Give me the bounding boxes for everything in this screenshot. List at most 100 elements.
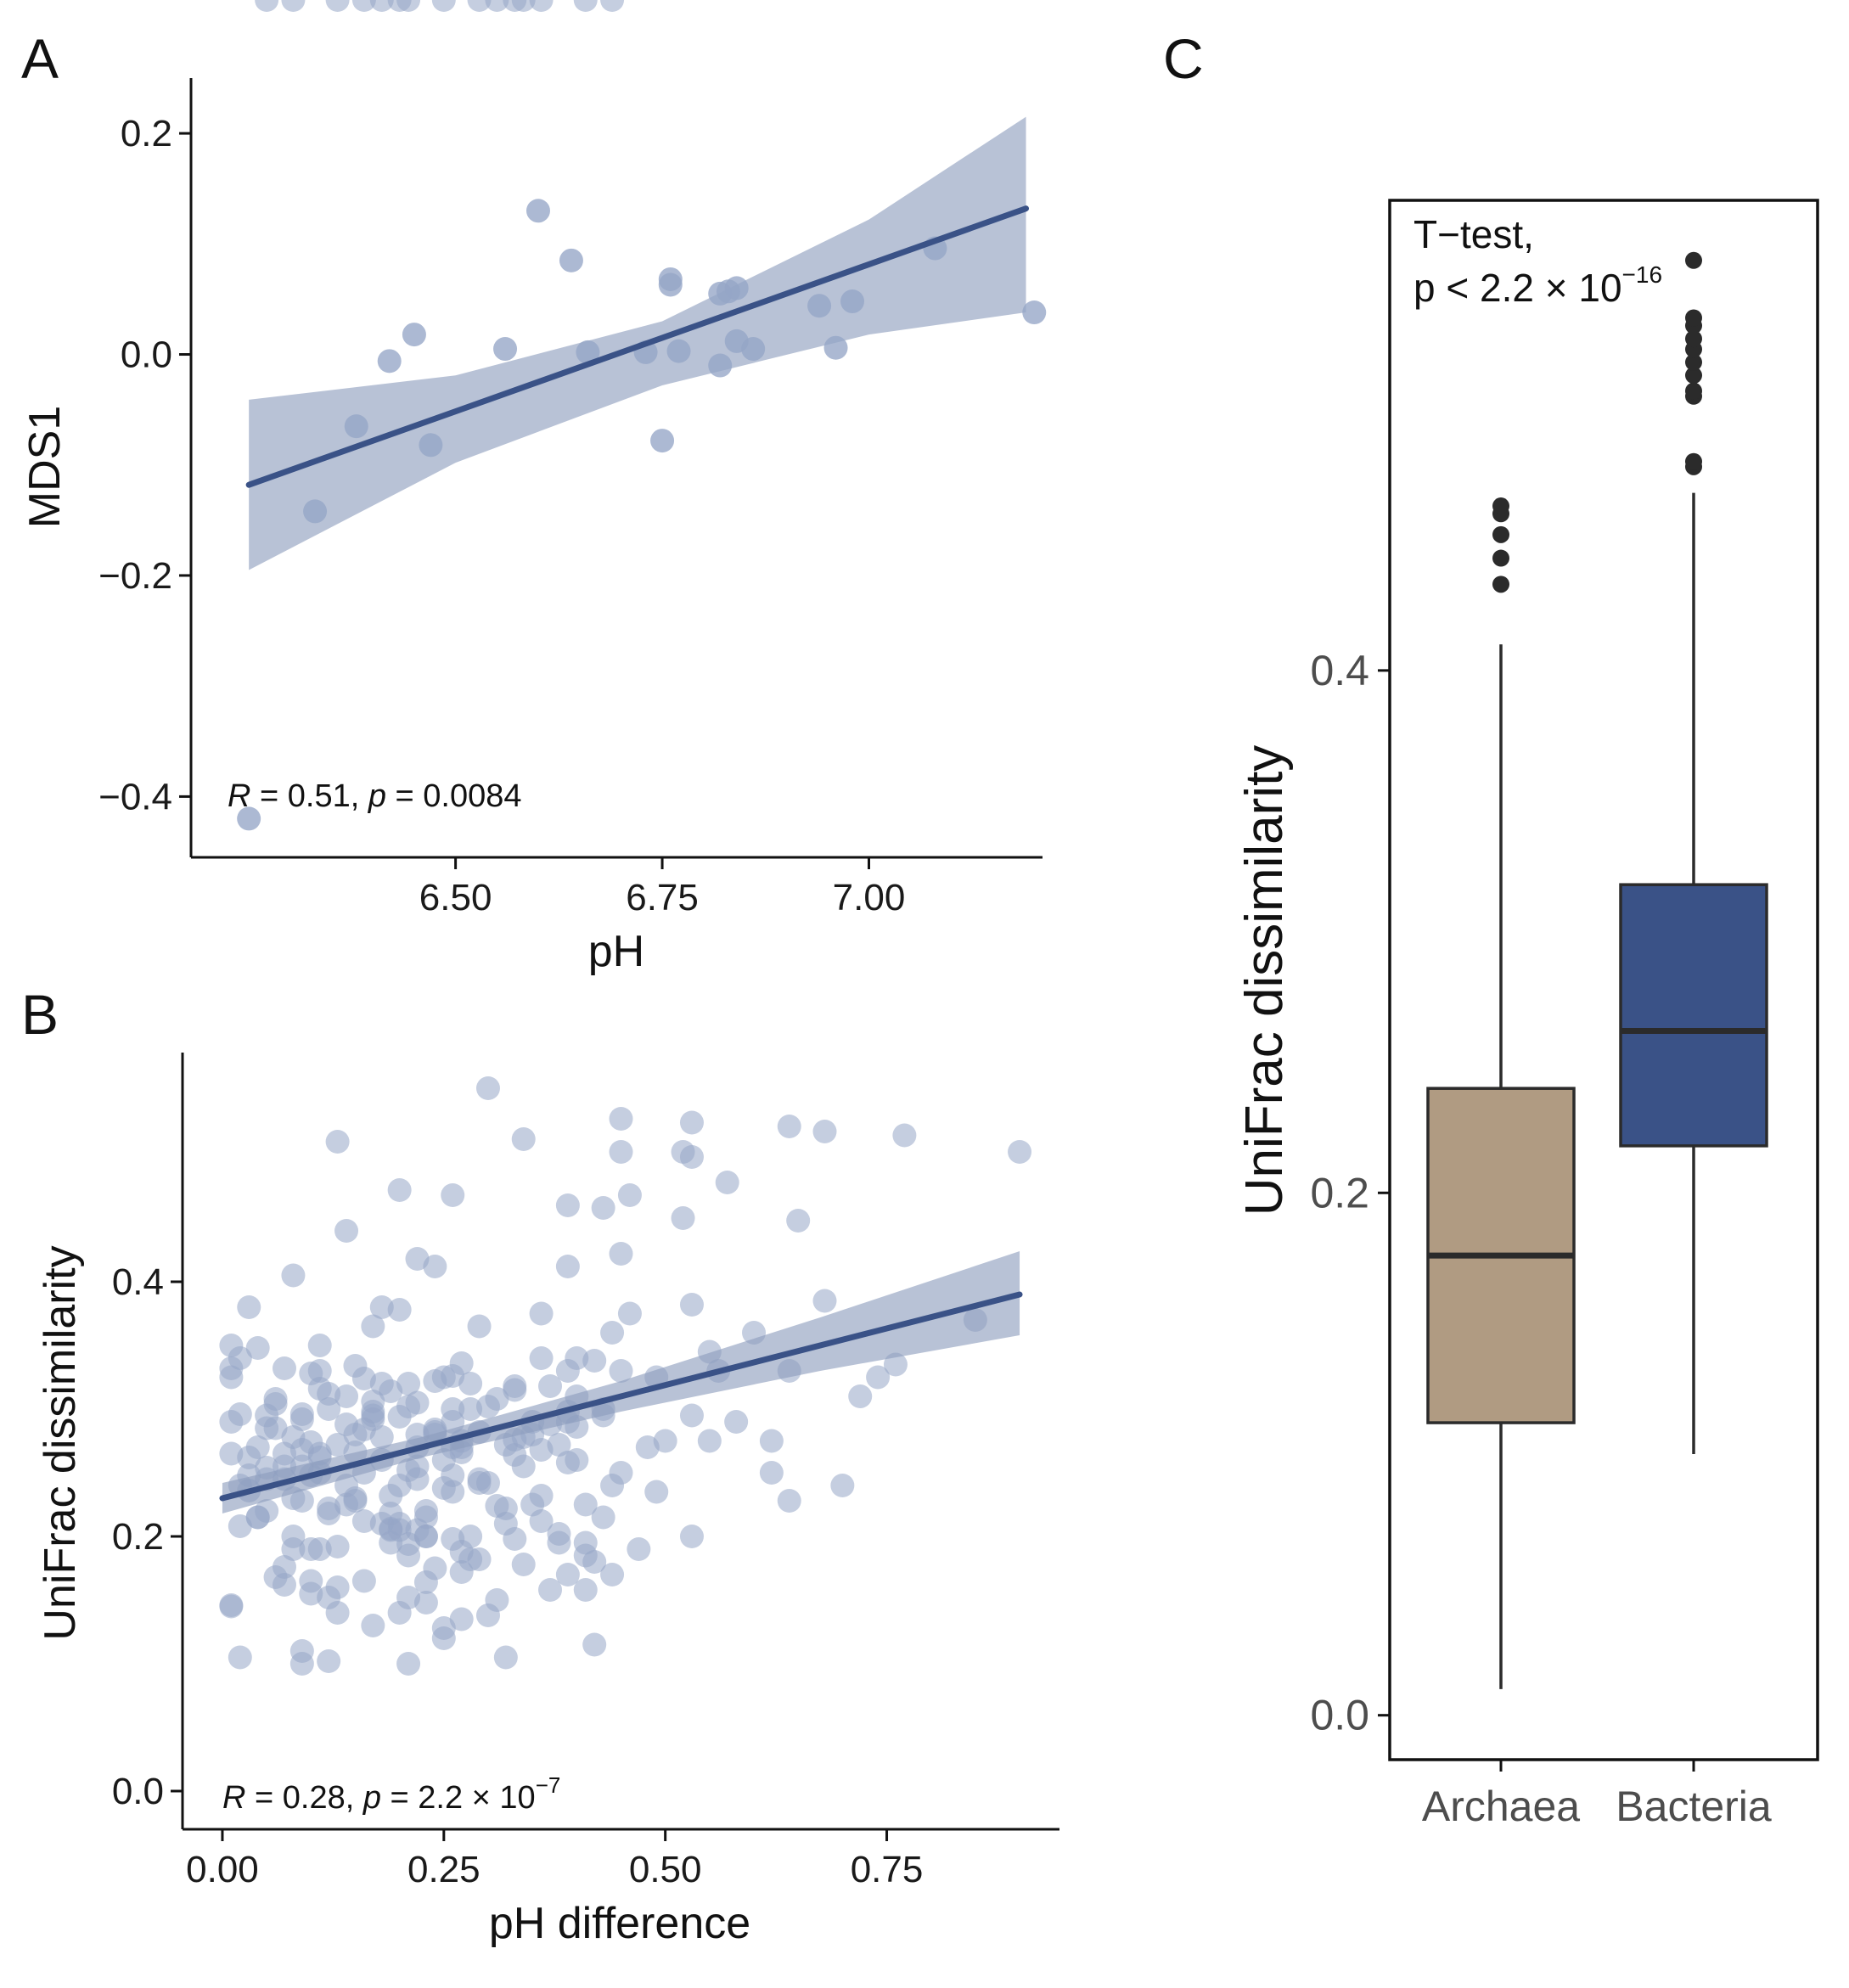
b-axes bbox=[181, 1053, 1059, 1831]
b-point bbox=[245, 1505, 270, 1530]
b-point bbox=[396, 1532, 421, 1556]
b-point bbox=[759, 1461, 784, 1485]
b-point bbox=[573, 1530, 598, 1555]
b-point bbox=[255, 0, 279, 12]
b-point bbox=[334, 1219, 359, 1243]
b-stats-annotation: R = 0.28, p = 2.2 × 10−7 bbox=[222, 1772, 560, 1816]
b-point bbox=[351, 0, 376, 12]
b-point bbox=[431, 1626, 456, 1650]
a-x-tick-label: 6.50 bbox=[419, 877, 492, 918]
b-point bbox=[475, 1603, 500, 1627]
a-point bbox=[807, 294, 832, 318]
b-point bbox=[644, 1480, 669, 1504]
b-point bbox=[396, 1458, 421, 1482]
b-point bbox=[299, 1537, 323, 1561]
b-point bbox=[458, 1372, 483, 1396]
c-y-axis-title: UniFrac dissimilarity bbox=[1235, 745, 1294, 1216]
a-point bbox=[377, 349, 402, 373]
a-point bbox=[1022, 300, 1047, 325]
c-x-tick-label-archaea: Archaea bbox=[1422, 1783, 1580, 1830]
b-point bbox=[413, 1499, 438, 1523]
a-y-tick-label: 0.2 bbox=[121, 113, 172, 154]
b-point bbox=[582, 1349, 607, 1373]
b-point bbox=[413, 1570, 438, 1594]
b-point bbox=[423, 1255, 447, 1278]
b-point bbox=[387, 1298, 412, 1322]
a-x-tick-label: 6.75 bbox=[626, 877, 699, 918]
b-point bbox=[458, 1397, 483, 1421]
b-point bbox=[272, 1573, 296, 1597]
b-fit-layer bbox=[219, 1291, 1023, 1502]
b-point bbox=[387, 0, 412, 12]
a-point bbox=[344, 414, 368, 439]
b-point bbox=[289, 1652, 314, 1676]
a-axes bbox=[189, 78, 1043, 859]
b-point bbox=[671, 1206, 695, 1230]
b-point bbox=[555, 1193, 580, 1217]
a-x-axis-title: pH bbox=[588, 927, 644, 976]
b-point bbox=[351, 1509, 376, 1533]
b-annot-r: R bbox=[222, 1780, 245, 1816]
a-fit-line bbox=[245, 205, 1030, 488]
b-x-tick-label: 0.75 bbox=[851, 1849, 924, 1890]
a-annot-eq1: = 0.51, bbox=[250, 778, 368, 814]
panel-letter-c: C bbox=[1163, 27, 1204, 90]
a-annot-p: p bbox=[368, 778, 386, 814]
c-bacteria-outlier bbox=[1685, 452, 1702, 470]
b-point bbox=[325, 1535, 350, 1558]
b-point bbox=[600, 0, 625, 12]
b-point bbox=[387, 1405, 412, 1429]
b-point bbox=[591, 1196, 615, 1220]
b-point bbox=[679, 1110, 704, 1135]
a-y-tick-label: −0.4 bbox=[98, 776, 172, 817]
a-point bbox=[402, 323, 426, 347]
b-point bbox=[697, 1429, 722, 1453]
b-point bbox=[245, 1336, 270, 1360]
a-y-tick-label: −0.2 bbox=[98, 555, 172, 597]
b-point bbox=[617, 1301, 642, 1326]
b-point bbox=[299, 1581, 323, 1606]
b-point bbox=[228, 1402, 252, 1426]
a-point bbox=[823, 335, 848, 360]
b-point bbox=[369, 0, 394, 12]
c-annot-exponent: −16 bbox=[1622, 261, 1663, 288]
b-point bbox=[281, 0, 306, 12]
b-point bbox=[379, 1484, 403, 1508]
a-point bbox=[840, 289, 865, 314]
panel-c-chart: Archaea Bacteria 0.0 0.2 0.4 UniFrac dissimi… bbox=[1235, 199, 1819, 1830]
b-point bbox=[467, 0, 492, 12]
b-point bbox=[582, 1550, 607, 1574]
b-point bbox=[812, 1289, 837, 1313]
b-point bbox=[449, 1351, 474, 1375]
b-point bbox=[396, 1652, 421, 1676]
c-annot-p-text: p < 2.2 × 10 bbox=[1413, 266, 1622, 310]
b-x-tick-label: 0.00 bbox=[186, 1849, 259, 1890]
b-point bbox=[317, 1502, 341, 1525]
b-point bbox=[467, 1314, 492, 1339]
b-point bbox=[317, 1649, 341, 1673]
b-point bbox=[299, 1430, 323, 1454]
b-point bbox=[866, 1365, 891, 1390]
a-point bbox=[576, 340, 600, 364]
c-bacteria-outlier bbox=[1685, 353, 1702, 371]
c-bacteria-outlier bbox=[1685, 367, 1702, 385]
b-point bbox=[449, 1607, 474, 1631]
b-point bbox=[405, 1247, 430, 1271]
a-point bbox=[525, 199, 550, 223]
b-point bbox=[361, 1314, 385, 1339]
b-point bbox=[777, 1115, 801, 1138]
c-y-tick-label: 0.4 bbox=[1310, 647, 1369, 694]
b-point bbox=[431, 0, 456, 12]
b-point bbox=[413, 1525, 438, 1548]
c-y-tick-label: 0.0 bbox=[1310, 1692, 1369, 1739]
c-test-annotation-line1: T−test, bbox=[1413, 212, 1534, 256]
a-point bbox=[493, 337, 518, 362]
b-point bbox=[343, 1486, 368, 1510]
b-x-axis-title: pH difference bbox=[489, 1899, 750, 1948]
b-point bbox=[387, 1601, 412, 1625]
b-point bbox=[555, 1359, 580, 1383]
b-x-tick-label: 0.50 bbox=[629, 1849, 702, 1890]
b-point bbox=[582, 1632, 607, 1657]
b-point bbox=[848, 1384, 873, 1408]
b-point bbox=[503, 1378, 527, 1402]
